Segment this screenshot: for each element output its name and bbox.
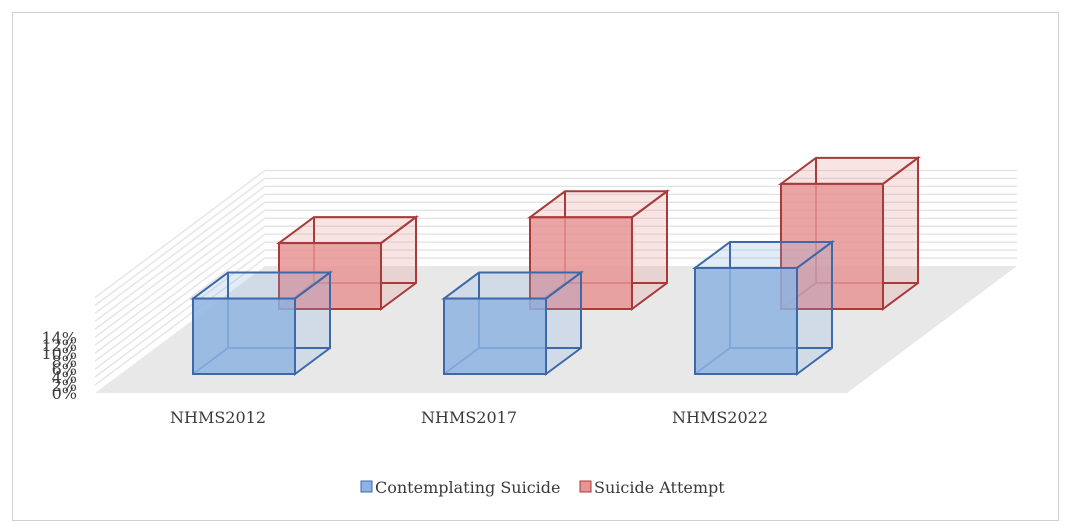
x-axis-labels: NHMS2012 NHMS2017 NHMS2022 — [170, 408, 768, 427]
bars — [189, 155, 922, 376]
gridline — [94, 169, 1017, 299]
gridline — [94, 233, 1017, 362]
y-tick-label: 12% — [41, 336, 77, 355]
y-axis-ticks: 0%2%4%6%8%10%12%14% — [41, 328, 77, 403]
bar-contemplating — [691, 239, 836, 376]
y-tick-label: 0% — [52, 384, 77, 403]
gridline — [94, 225, 1017, 354]
gridline — [94, 209, 1017, 338]
gridlines — [94, 169, 1017, 386]
y-tick-label: 14% — [41, 328, 77, 347]
bar-front — [694, 266, 798, 376]
legend-swatch-attempt — [579, 480, 592, 493]
legend-swatch-contemplating — [360, 480, 373, 493]
gridline — [94, 249, 1017, 378]
gridline — [94, 185, 1017, 314]
gridline — [94, 217, 1017, 346]
y-tick-label: 6% — [52, 360, 77, 379]
x-category-label: NHMS2017 — [421, 408, 517, 427]
y-tick-label: 4% — [52, 368, 77, 387]
gridline — [94, 177, 1017, 306]
gridline — [94, 201, 1017, 330]
legend-label-attempt: Suicide Attempt — [594, 478, 725, 497]
x-category-label: NHMS2022 — [672, 408, 768, 427]
y-tick-label: 8% — [52, 352, 77, 371]
x-category-label: NHMS2012 — [170, 408, 266, 427]
legend-label-contemplating: Contemplating Suicide — [375, 478, 561, 497]
bar-contemplating — [189, 270, 334, 376]
bar-contemplating — [440, 270, 585, 376]
gridline — [94, 257, 1017, 386]
legend: Contemplating Suicide Suicide Attempt — [360, 478, 725, 497]
y-tick-label: 10% — [41, 344, 77, 363]
bar-front — [192, 297, 296, 376]
gridline — [94, 193, 1017, 322]
y-tick-label: 2% — [52, 376, 77, 395]
bar-front — [443, 297, 547, 376]
